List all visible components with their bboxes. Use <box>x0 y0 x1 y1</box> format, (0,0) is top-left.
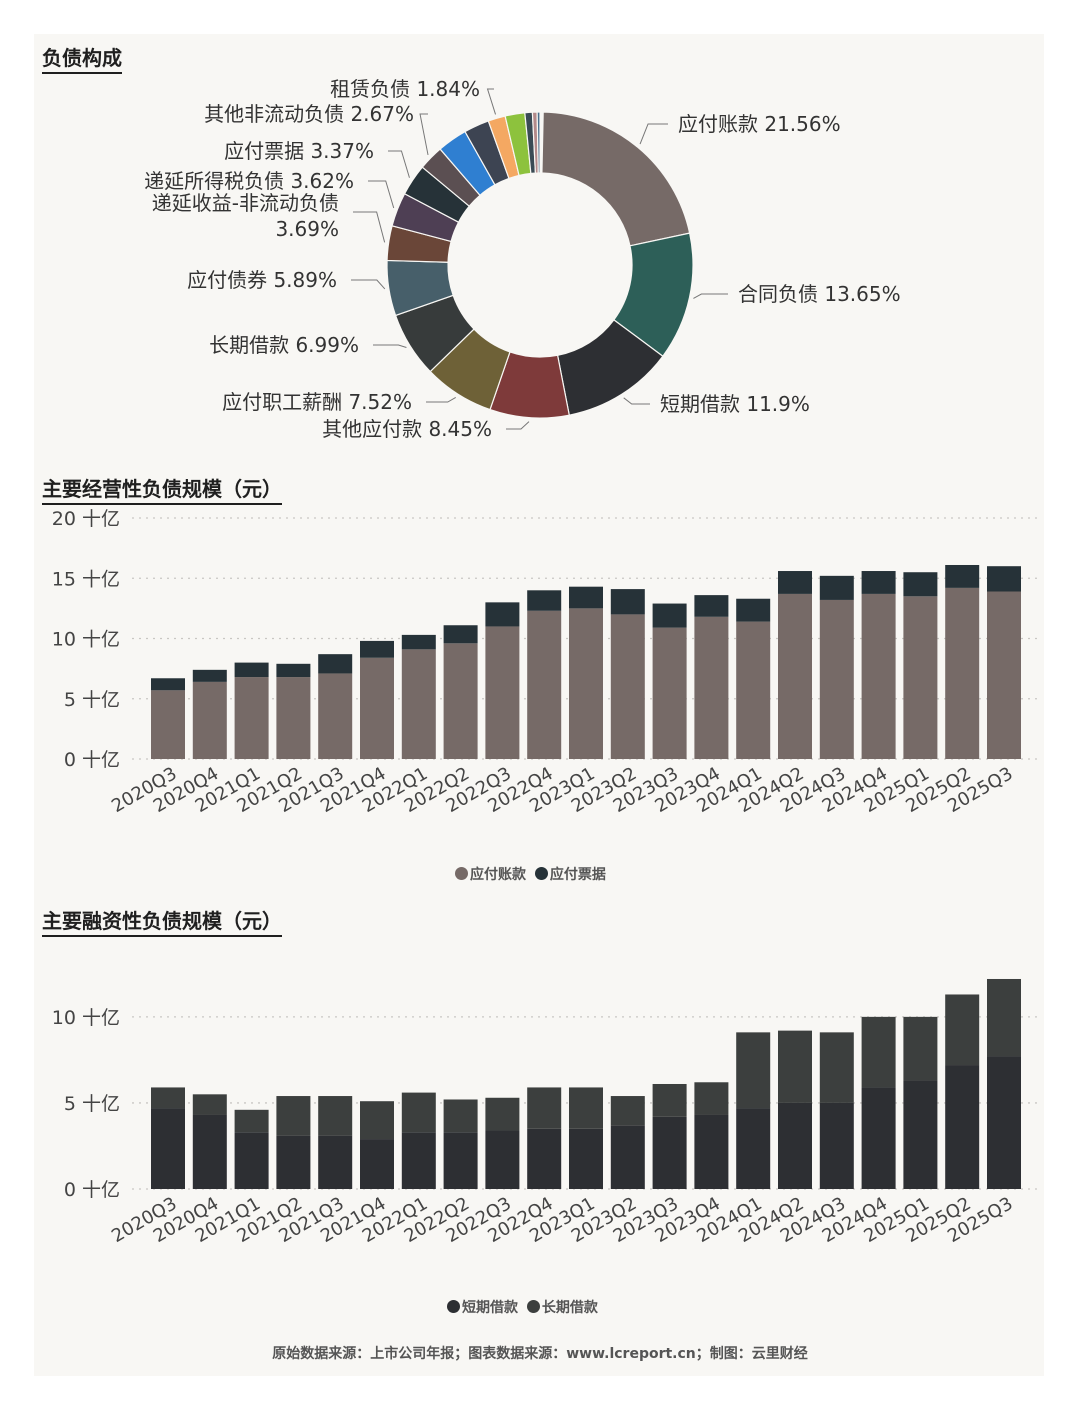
legend-item-long-term-loans[interactable]: 长期借款 <box>526 1300 598 1316</box>
report-panel <box>34 34 1044 1376</box>
legend-swatch <box>447 1300 460 1313</box>
legend-swatch <box>526 1300 540 1313</box>
legend-item-notes-payable[interactable]: 应付票据 <box>534 867 606 883</box>
legend-label: 短期借款 <box>462 1300 518 1316</box>
operating-title: 主要经营性负债规模（元） <box>42 473 282 505</box>
legend-swatch <box>455 867 468 880</box>
legend-label: 应付账款 <box>470 867 526 883</box>
source-footer: 原始数据来源：上市公司年报；图表数据来源：www.lcreport.cn；制图：… <box>272 1346 808 1362</box>
operating-legend: 应付账款 应付票据 <box>455 864 610 884</box>
legend-item-short-term-loans[interactable]: 短期借款 <box>447 1300 518 1316</box>
legend-item-accounts-payable[interactable]: 应付账款 <box>455 867 526 883</box>
financing-title: 主要融资性负债规模（元） <box>42 905 282 937</box>
legend-label: 应付票据 <box>549 867 606 883</box>
composition-title: 负债构成 <box>42 42 122 74</box>
financing-legend: 短期借款 长期借款 <box>447 1297 602 1317</box>
legend-swatch <box>534 867 548 880</box>
legend-label: 长期借款 <box>541 1300 598 1316</box>
